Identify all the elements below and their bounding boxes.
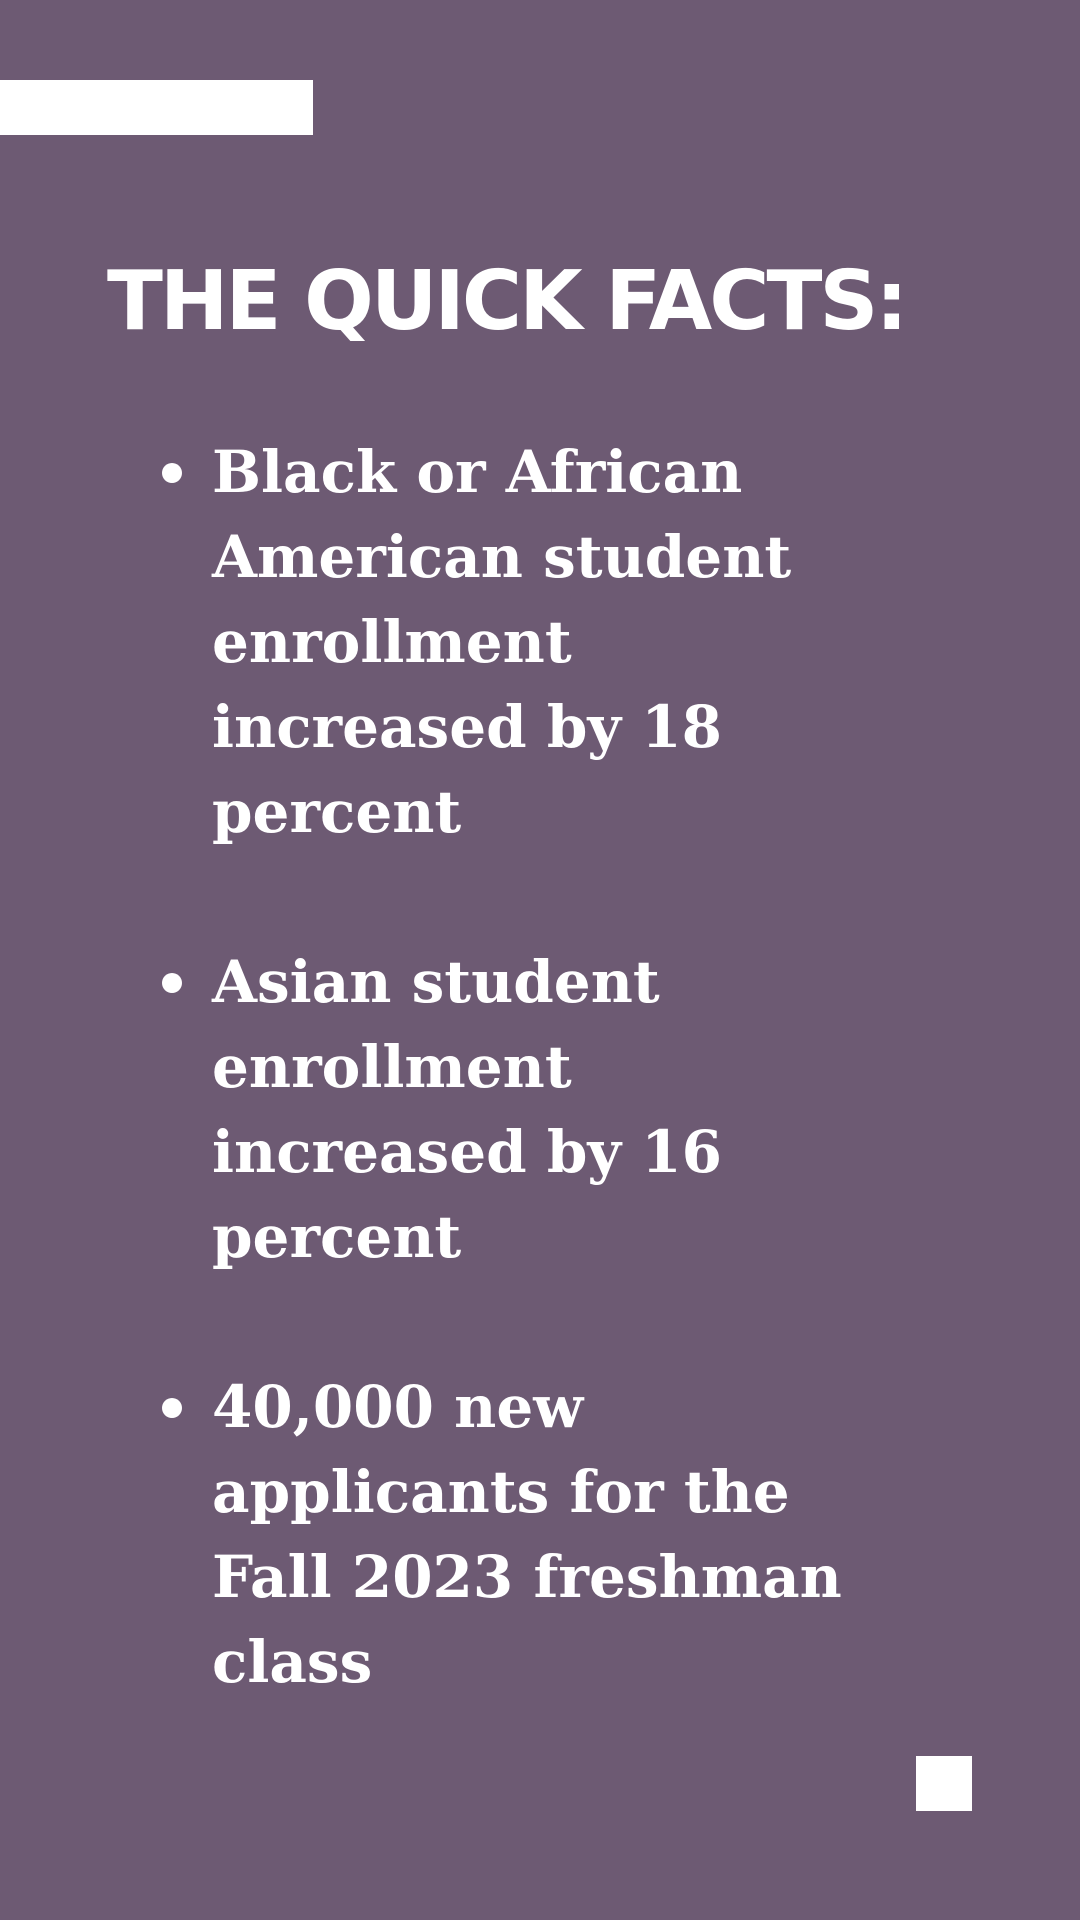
bullet-icon [162, 463, 182, 483]
bullet-icon [162, 1398, 182, 1418]
fact-item-2: Asian student enrollment increased by 16… [162, 940, 932, 1280]
bullet-icon [162, 973, 182, 993]
facts-list: Black or African American student enroll… [162, 430, 932, 1705]
fact-line: enrollment [212, 1033, 572, 1101]
top-decorative-bar [0, 80, 313, 135]
fact-line: American student [212, 523, 792, 591]
page-title: THE QUICK FACTS: [107, 254, 908, 349]
fact-line: percent [212, 1203, 462, 1271]
fact-item-1: Black or African American student enroll… [162, 430, 932, 855]
corner-decorative-square [916, 1756, 972, 1811]
fact-line: enrollment [212, 608, 572, 676]
fact-line: class [212, 1628, 373, 1696]
fact-item-3: 40,000 new applicants for the Fall 2023 … [162, 1365, 932, 1705]
fact-line: increased by 16 [212, 1118, 723, 1186]
fact-line: 40,000 new [212, 1373, 584, 1441]
fact-line: Asian student [212, 948, 660, 1016]
fact-line: increased by 18 [212, 693, 723, 761]
fact-line: Black or African [212, 438, 743, 506]
fact-line: Fall 2023 freshman [212, 1543, 842, 1611]
fact-line: applicants for the [212, 1458, 790, 1526]
fact-line: percent [212, 778, 462, 846]
